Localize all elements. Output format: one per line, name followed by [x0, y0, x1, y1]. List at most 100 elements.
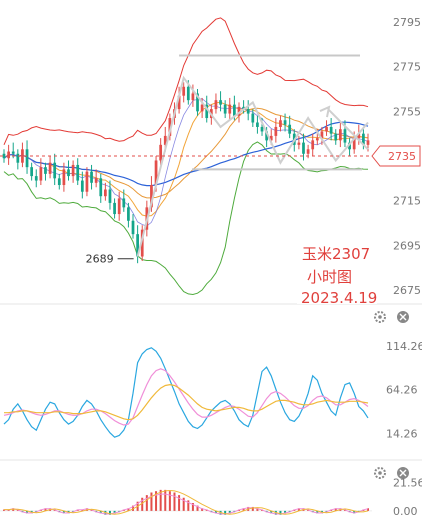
macd-bar — [155, 491, 158, 511]
candle-body — [76, 164, 80, 181]
candle-body — [163, 135, 167, 145]
candle-body — [85, 171, 89, 192]
candle-body — [306, 149, 310, 154]
ma-slow-line — [3, 121, 369, 187]
candle-body — [127, 207, 130, 221]
candle-body — [260, 126, 264, 132]
macd-bar — [150, 492, 153, 511]
candle-body — [265, 131, 268, 141]
y-tick-label: 2695 — [393, 239, 421, 252]
candle-body — [39, 167, 43, 181]
ma-fast-line — [3, 101, 369, 217]
macd-bar — [214, 510, 217, 514]
bollinger-upper-line — [3, 17, 369, 146]
oscillator-line — [4, 383, 369, 421]
projection-arrow-head — [319, 105, 331, 118]
candle-body — [246, 109, 250, 114]
candle-body — [228, 104, 232, 114]
macd-bar — [201, 508, 204, 511]
candle-body — [154, 160, 158, 186]
candle-body — [242, 106, 245, 110]
candle-body — [168, 118, 172, 136]
candle-body — [338, 129, 342, 141]
oscillator-line — [3, 347, 369, 438]
candle-body — [108, 189, 112, 203]
candle-body — [223, 104, 227, 114]
candle-body — [283, 120, 287, 125]
candle-body — [94, 178, 98, 183]
candle-body — [186, 86, 190, 101]
macd-bar — [367, 508, 369, 511]
osc-y-tick-label: 64.26 — [386, 384, 418, 397]
candle-body — [196, 93, 199, 112]
candle-body — [34, 176, 38, 181]
candle-body — [53, 162, 57, 179]
candle-body — [67, 169, 70, 177]
candle-body — [80, 180, 84, 192]
macd-bar — [187, 500, 190, 511]
candle-body — [237, 106, 241, 116]
candle-body — [140, 229, 144, 257]
candle-body — [136, 234, 139, 257]
candle-body — [200, 104, 204, 112]
annotation-line-1: 玉米2307 — [302, 245, 370, 263]
candle-body — [113, 202, 116, 215]
candle-body — [99, 178, 103, 197]
candle-body — [343, 129, 347, 143]
candle-body — [219, 100, 222, 105]
candle-body — [62, 169, 66, 186]
macd-bar — [164, 489, 167, 511]
ma-short-line — [3, 98, 369, 227]
candle-body — [104, 189, 107, 197]
candle-body — [320, 131, 324, 139]
macd-bar — [44, 508, 47, 511]
candle-body — [191, 93, 195, 101]
macd-bar — [168, 491, 171, 511]
candle-body — [182, 86, 186, 96]
candle-body — [279, 120, 282, 127]
macd-bar — [270, 510, 273, 514]
candle-body — [334, 133, 338, 141]
gear-icon — [374, 311, 386, 323]
macd-bar — [196, 505, 199, 511]
macd-y-tick-label: 0.00 — [393, 505, 418, 518]
macd-bar — [99, 510, 102, 514]
candle-body — [357, 133, 361, 139]
candle-body — [159, 144, 163, 161]
macd-bar — [353, 510, 356, 514]
current-price-tag — [371, 145, 421, 167]
macd-bar — [178, 495, 181, 511]
macd-bar — [26, 510, 29, 514]
macd-bar — [256, 508, 259, 511]
macd-dea-line — [4, 489, 369, 515]
candle-body — [352, 138, 356, 150]
y-tick-label: 2715 — [393, 195, 421, 208]
candle-body — [90, 171, 93, 183]
y-tick-label: 2675 — [393, 284, 421, 297]
macd-bar — [127, 508, 130, 511]
candle-body — [251, 113, 255, 123]
candle-body — [233, 104, 236, 116]
macd-bar — [242, 508, 245, 511]
candle-body — [315, 138, 319, 141]
annotation-line-3: 2023.4.19 — [301, 289, 377, 307]
candle-body — [214, 100, 218, 110]
macd-bar — [145, 495, 148, 511]
macd-bar — [228, 510, 231, 514]
candle-body — [362, 133, 365, 145]
candle-body — [348, 142, 351, 150]
macd-bar — [132, 505, 135, 511]
candle-body — [311, 140, 315, 150]
close-icon-x — [399, 469, 407, 477]
candle-body — [205, 104, 209, 119]
macd-bar — [141, 497, 144, 511]
macd-bar — [284, 510, 287, 514]
candle-body — [269, 135, 273, 141]
candle-body — [44, 167, 47, 174]
macd-bar — [224, 510, 227, 515]
candle-body — [48, 162, 52, 174]
macd-bar — [62, 510, 65, 514]
gear-icon — [374, 467, 386, 479]
